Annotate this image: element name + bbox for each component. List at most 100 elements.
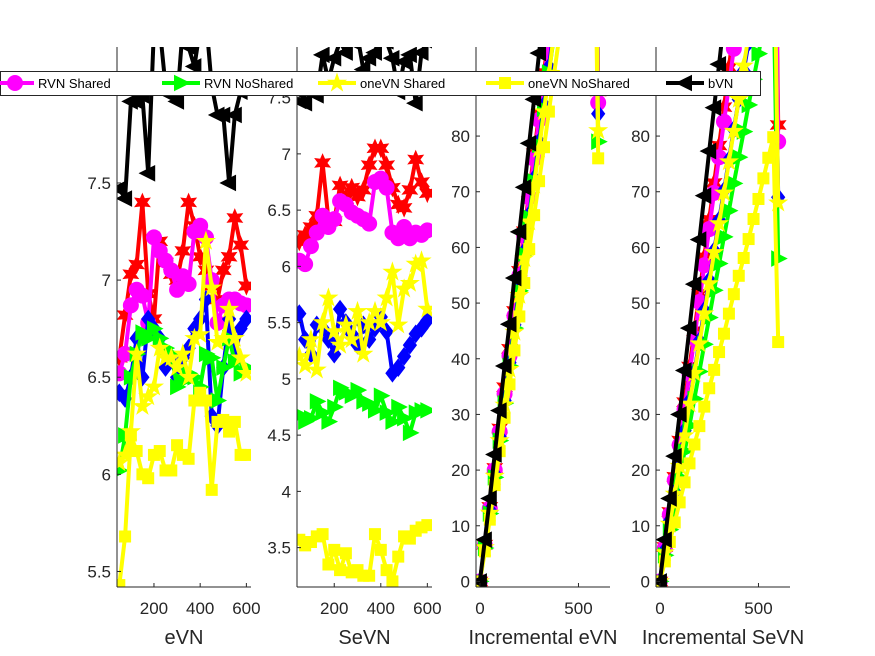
data-point xyxy=(312,47,330,64)
data-point xyxy=(715,113,732,130)
data-point xyxy=(514,178,532,196)
data-point xyxy=(747,5,760,22)
data-point xyxy=(353,47,359,50)
legend-label: oneVN NoShared xyxy=(528,76,630,91)
data-point xyxy=(694,187,712,204)
data-point xyxy=(552,0,567,7)
data-point xyxy=(204,349,222,367)
data-point xyxy=(767,131,780,144)
data-point xyxy=(699,142,717,160)
data-point xyxy=(731,148,749,166)
data-point xyxy=(420,402,432,419)
data-point xyxy=(145,229,162,246)
data-point xyxy=(542,105,555,118)
data-point xyxy=(336,47,353,61)
x-tick-label: 500 xyxy=(744,599,772,618)
data-point xyxy=(201,277,222,297)
data-point xyxy=(364,300,385,320)
data-point xyxy=(519,135,537,152)
data-point xyxy=(180,275,197,292)
data-point xyxy=(195,230,217,250)
x-tick-label: 0 xyxy=(655,599,664,618)
x-tick-label: 600 xyxy=(413,599,441,618)
data-point xyxy=(297,354,316,374)
data-point xyxy=(747,213,760,226)
data-point xyxy=(699,273,720,293)
y-tick-label: 7 xyxy=(282,145,291,164)
legend-label: oneVN Shared xyxy=(360,76,445,91)
data-point xyxy=(165,464,178,477)
data-point xyxy=(197,10,212,25)
data-point xyxy=(303,409,321,427)
data-point xyxy=(689,333,710,353)
data-point xyxy=(752,192,765,205)
y-tick-label: 0 xyxy=(641,572,650,591)
legend-marker xyxy=(675,74,692,92)
data-point xyxy=(145,20,160,35)
series-onevn-noshared xyxy=(656,131,785,587)
data-point xyxy=(382,49,400,67)
data-point xyxy=(703,382,716,395)
series-layer xyxy=(476,0,609,587)
legend-label: RVN Shared xyxy=(38,76,111,91)
data-point xyxy=(476,531,492,548)
data-point xyxy=(411,47,429,61)
data-point xyxy=(660,490,677,507)
data-point xyxy=(138,164,156,182)
data-point xyxy=(717,327,730,340)
data-point xyxy=(126,343,147,363)
y-tick-label: 5.5 xyxy=(267,314,291,333)
plot-area xyxy=(476,47,610,587)
data-point xyxy=(528,209,541,222)
data-point xyxy=(708,363,721,376)
y-tick-label: 40 xyxy=(451,350,470,369)
data-point xyxy=(590,23,605,38)
data-point xyxy=(529,47,547,62)
data-point xyxy=(316,528,329,541)
data-point xyxy=(332,299,348,319)
data-point xyxy=(372,23,387,38)
data-point xyxy=(476,573,487,587)
series-onevn-noshared xyxy=(297,519,432,587)
data-point xyxy=(411,250,432,270)
y-tick-label: 50 xyxy=(451,294,470,313)
series-rvn-noshared xyxy=(297,379,432,442)
data-point xyxy=(385,413,403,430)
series-rvn-shared xyxy=(297,170,432,273)
legend-entry: oneVN NoShared xyxy=(486,76,630,91)
data-point xyxy=(374,543,387,556)
data-point xyxy=(391,398,408,416)
y-tick-label: 80 xyxy=(631,127,650,146)
data-point xyxy=(372,138,390,159)
data-point xyxy=(365,47,382,61)
data-point xyxy=(240,448,251,461)
data-point xyxy=(117,579,126,587)
data-point xyxy=(339,547,352,560)
data-point xyxy=(503,378,516,391)
data-point xyxy=(349,28,364,43)
data-point xyxy=(232,235,250,255)
data-point xyxy=(698,400,711,413)
data-point xyxy=(668,516,681,529)
data-point xyxy=(190,323,211,344)
data-point xyxy=(330,334,351,354)
data-point xyxy=(731,3,746,18)
series-red xyxy=(297,138,432,252)
data-point xyxy=(226,208,244,228)
data-point xyxy=(306,359,327,379)
data-point xyxy=(382,261,403,281)
data-point xyxy=(219,174,237,192)
data-point xyxy=(130,445,143,458)
data-point xyxy=(504,269,522,287)
series-layer xyxy=(117,10,251,587)
data-point xyxy=(545,25,562,41)
data-point xyxy=(558,2,569,13)
data-point xyxy=(134,192,151,213)
data-point xyxy=(740,27,757,43)
legend-entry: bVN xyxy=(666,74,733,92)
data-point xyxy=(180,192,198,213)
data-point xyxy=(297,345,310,365)
data-point xyxy=(142,472,155,485)
data-point xyxy=(542,24,557,41)
data-point xyxy=(184,58,202,75)
